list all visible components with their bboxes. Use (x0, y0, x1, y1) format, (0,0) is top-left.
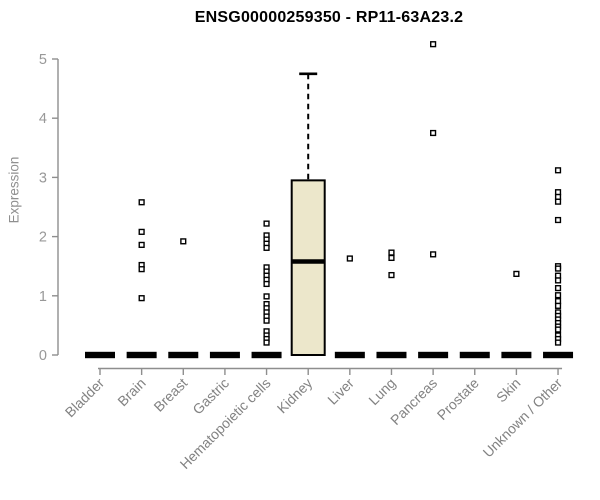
x-tick-label-kidney: Kidney (274, 375, 316, 417)
collapsed-box-breast (168, 351, 199, 359)
box-kidney (290, 179, 326, 356)
collapsed-box-pancreas (418, 351, 449, 359)
outlier-point-hematopoietic-cells (263, 220, 270, 227)
outlier-point-unknown-other (554, 339, 562, 346)
outlier-point-lung (388, 249, 395, 256)
x-tick-label-liver: Liver (324, 375, 357, 408)
collapsed-box-brain (126, 351, 157, 359)
outlier-point-hematopoietic-cells (263, 244, 270, 251)
collapsed-box-lung (376, 351, 407, 359)
collapsed-box-skin (501, 351, 532, 359)
y-tick-label: 4 (39, 111, 47, 127)
x-tick-label-lung: Lung (365, 375, 398, 408)
collapsed-box-hematopoietic-cells (251, 351, 282, 359)
x-tick-label-bladder: Bladder (62, 375, 108, 421)
x-tick-label-skin: Skin (493, 375, 524, 406)
outlier-point-unknown-other (554, 167, 562, 174)
y-tick-label: 1 (39, 289, 47, 305)
outlier-point-hematopoietic-cells (263, 293, 270, 300)
outlier-point-unknown-other (554, 198, 562, 205)
outlier-point-lung (388, 254, 395, 262)
collapsed-box-gastric (209, 351, 240, 359)
outlier-point-brain (138, 295, 145, 302)
outlier-point-unknown-other (554, 265, 562, 272)
outlier-point-unknown-other (554, 326, 562, 333)
outlier-point-brain (138, 199, 145, 206)
outlier-point-hematopoietic-cells (263, 339, 270, 346)
outlier-point-pancreas (430, 251, 437, 258)
outlier-point-skin (513, 270, 520, 277)
outlier-point-hematopoietic-cells (263, 280, 270, 288)
outlier-point-unknown-other (554, 292, 562, 299)
outlier-point-pancreas (430, 129, 437, 137)
outlier-point-brain (138, 241, 145, 248)
outlier-point-breast (180, 238, 187, 245)
y-tick-label: 2 (39, 230, 47, 246)
outlier-point-brain (138, 228, 145, 235)
outlier-point-unknown-other (554, 216, 562, 224)
y-tick-label: 5 (39, 52, 47, 68)
x-tick-label-brain: Brain (114, 375, 148, 409)
x-tick-label-prostate: Prostate (434, 375, 482, 423)
collapsed-box-bladder (85, 351, 115, 359)
collapsed-box-prostate (459, 351, 490, 359)
outlier-point-hematopoietic-cells (263, 317, 270, 324)
collapsed-box-liver (334, 351, 365, 359)
outlier-point-brain (138, 266, 145, 273)
x-tick-label-unknown-other: Unknown / Other (480, 375, 566, 461)
outlier-point-unknown-other (554, 302, 562, 309)
chart-title: ENSG00000259350 - RP11-63A23.2 (194, 9, 464, 26)
outlier-point-unknown-other (554, 277, 562, 284)
outlier-point-unknown-other (554, 285, 562, 292)
y-tick-label: 0 (39, 348, 47, 364)
y-tick-label: 3 (39, 170, 47, 186)
outlier-point-lung (388, 271, 395, 279)
x-tick-label-breast: Breast (150, 375, 190, 415)
outlier-point-pancreas (430, 41, 437, 48)
collapsed-box-unknown-other (543, 351, 574, 359)
outlier-point-liver (346, 255, 353, 262)
